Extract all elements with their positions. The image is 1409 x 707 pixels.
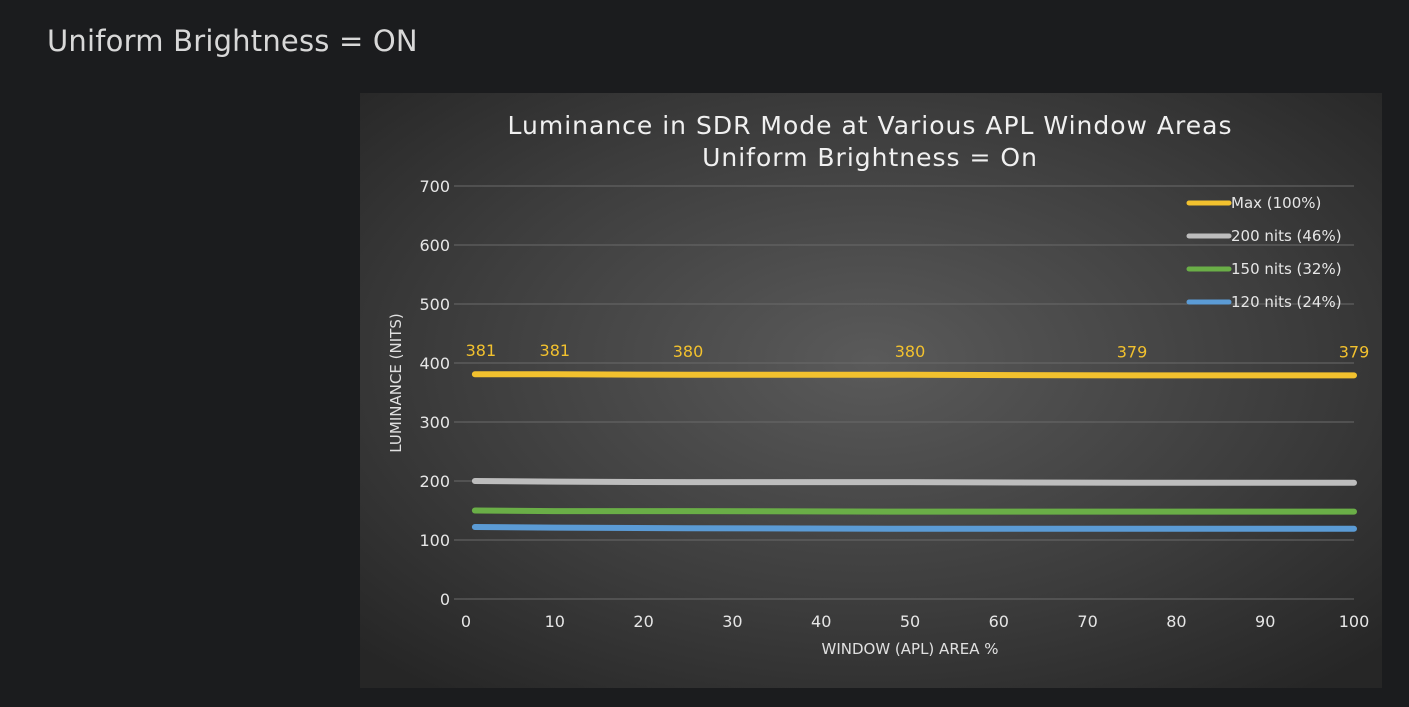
y-tick-label: 200 [419, 472, 450, 491]
x-axis-label: WINDOW (APL) AREA % [821, 640, 998, 658]
x-tick-label: 0 [461, 612, 471, 631]
y-tick-label: 300 [419, 413, 450, 432]
series-line [471, 478, 1357, 486]
page-heading: Uniform Brightness = ON [47, 24, 418, 58]
x-tick-label: 30 [722, 612, 742, 631]
x-tick-label: 10 [545, 612, 565, 631]
data-label: 380 [673, 342, 704, 361]
data-label: 381 [540, 341, 571, 360]
x-tick-label: 70 [1077, 612, 1097, 631]
x-tick-label: 50 [900, 612, 920, 631]
chart-panel: Luminance in SDR Mode at Various APL Win… [360, 93, 1382, 688]
chart-background [360, 93, 1382, 688]
y-tick-label: 500 [419, 295, 450, 314]
y-axis-label: LUMINANCE (NITS) [387, 313, 405, 452]
luminance-chart: Luminance in SDR Mode at Various APL Win… [360, 93, 1382, 688]
y-tick-label: 0 [440, 590, 450, 609]
legend-label: 150 nits (32%) [1231, 260, 1342, 278]
chart-subtitle: Uniform Brightness = On [702, 143, 1038, 172]
data-label: 379 [1339, 342, 1370, 361]
x-tick-label: 20 [633, 612, 653, 631]
series-line [471, 371, 1357, 379]
x-tick-label: 100 [1339, 612, 1370, 631]
x-tick-label: 80 [1166, 612, 1186, 631]
x-tick-label: 60 [989, 612, 1009, 631]
y-tick-label: 600 [419, 236, 450, 255]
y-tick-label: 700 [419, 177, 450, 196]
series-line [471, 524, 1357, 532]
y-tick-label: 400 [419, 354, 450, 373]
legend-label: Max (100%) [1231, 194, 1321, 212]
data-label: 379 [1117, 342, 1148, 361]
series-line [471, 507, 1357, 515]
legend-label: 120 nits (24%) [1231, 293, 1342, 311]
data-label: 381 [466, 341, 497, 360]
legend-label: 200 nits (46%) [1231, 227, 1342, 245]
x-tick-label: 40 [811, 612, 831, 631]
chart-title: Luminance in SDR Mode at Various APL Win… [508, 111, 1233, 140]
data-label: 380 [895, 342, 926, 361]
x-tick-label: 90 [1255, 612, 1275, 631]
y-tick-label: 100 [419, 531, 450, 550]
